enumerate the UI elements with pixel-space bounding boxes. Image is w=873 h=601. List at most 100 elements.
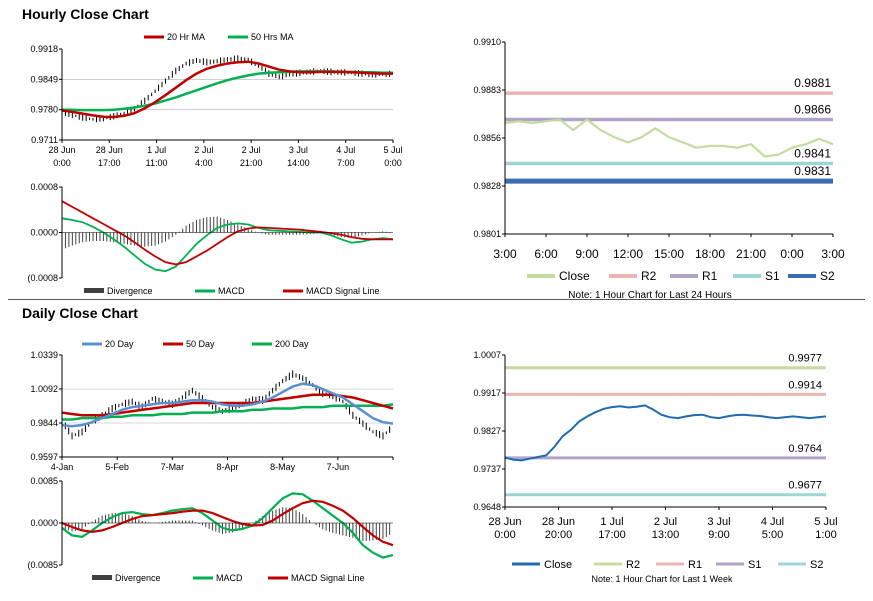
daily-levels-xtick-label: 4 Jul: [761, 516, 784, 528]
daily-level-s1-label: 0.9764: [788, 443, 822, 455]
daily-200day-line: [62, 403, 394, 421]
daily-macd-line: [61, 492, 394, 559]
daily-level-r2-label: 0.9977: [788, 353, 822, 365]
daily-price-ytick-label: 1.0092: [30, 384, 58, 394]
daily-price-ytick-label: 1.0339: [30, 350, 58, 360]
daily-macd-ytick-label: 0.0000: [30, 518, 58, 528]
hourly-level-s1-label: 0.9841: [794, 147, 831, 161]
hourly-50hr-ma-line: [62, 70, 393, 112]
hourly-levels-ytick-label: 0.9883: [473, 85, 501, 95]
hourly-levels-xtick-label: 9:00: [575, 247, 599, 261]
daily-macd-ytick-label: (0.0085: [27, 560, 58, 570]
daily-levels-xtick-label: 13:00: [652, 529, 680, 541]
daily-legend-macd-label: MACD: [216, 573, 243, 583]
hourly-levels-ytick-label: 0.9801: [473, 229, 501, 239]
hourly-levels-ytick-label: 0.9910: [473, 37, 501, 47]
hourly-levels-xtick-label: 6:00: [534, 247, 558, 261]
daily-macd-signal-line: [61, 499, 394, 547]
hourly-price-xtick-label: 11:00: [146, 158, 168, 168]
daily-legend-r1-label: R1: [688, 559, 702, 571]
hourly-macd-ytick-label: 0.0000: [30, 228, 58, 238]
daily-price-ytick-label: 0.9597: [30, 452, 58, 462]
legend-divergence-swatch: [84, 288, 104, 293]
daily-levels-xtick-label: 0:00: [494, 529, 515, 541]
daily-legend-macd-signal-label: MACD Signal Line: [291, 573, 365, 583]
daily-price-xtick-label: 8-May: [270, 462, 296, 472]
hourly-levels-xtick-label: 0:00: [780, 247, 804, 261]
hourly-levels-xtick-label: 21:00: [736, 247, 766, 261]
hourly-legend-r1-label: R1: [702, 269, 718, 283]
hourly-macd-signal-line: [61, 200, 393, 266]
daily-levels-xtick-label: 1 Jul: [600, 516, 623, 528]
legend-macd-signal-label: MACD Signal Line: [306, 286, 380, 296]
hourly-price-xtick-label: 3 Jul: [289, 145, 308, 155]
daily-level-s2-label: 0.9677: [788, 480, 822, 492]
daily-legend-divergence-label: Divergence: [115, 573, 161, 583]
hourly-legend-s1-label: S1: [765, 269, 780, 283]
hourly-price-ytick-label: 0.9849: [30, 74, 58, 84]
daily-price-xtick-label: 7-Jun: [327, 462, 350, 472]
daily-legend-r2-label: R2: [626, 559, 640, 571]
hourly-price-xtick-label: 28 Jun: [96, 145, 123, 155]
daily-levels-xtick-label: 28 Jun: [488, 516, 521, 528]
hourly-levels-xtick-label: 3:00: [493, 247, 517, 261]
daily-20day-line: [61, 382, 394, 428]
hourly-section-title: Hourly Close Chart: [22, 6, 149, 22]
daily-levels-xtick-label: 28 Jun: [542, 516, 575, 528]
daily-legend-divergence-swatch: [92, 575, 112, 580]
daily-legend-s2-label: S2: [810, 559, 823, 571]
legend-50day-label: 50 Day: [186, 339, 215, 349]
hourly-price-xtick-label: 17:00: [98, 158, 121, 168]
hourly-price-xtick-label: 14:00: [287, 158, 310, 168]
daily-macd-ytick-label: 0.0085: [30, 476, 58, 486]
daily-level-r1-label: 0.9914: [788, 379, 822, 391]
hourly-level-s2-label: 0.9831: [794, 164, 831, 178]
hourly-legend-s2-label: S2: [820, 269, 835, 283]
daily-levels-xtick-label: 1:00: [815, 529, 836, 541]
hourly-price-xtick-label: 0:00: [53, 158, 71, 168]
daily-levels-xtick-label: 20:00: [545, 529, 573, 541]
daily-levels-xtick-label: 5:00: [762, 529, 783, 541]
daily-legend-close-label: Close: [544, 559, 572, 571]
hourly-price-xtick-label: 0:00: [384, 158, 402, 168]
daily-price-ytick-label: 0.9844: [30, 418, 58, 428]
hourly-price-ytick-label: 0.9711: [31, 135, 58, 145]
hourly-macd-line: [61, 217, 394, 273]
daily-price-xtick-label: 5-Feb: [105, 462, 129, 472]
hourly-price-ytick-label: 0.9918: [30, 44, 58, 54]
hourly-divergence-histogram: [61, 216, 391, 250]
hourly-legend-close-label: Close: [559, 269, 590, 283]
daily-levels-note: Note: 1 Hour Chart for Last 1 Week: [592, 574, 733, 584]
hourly-level-r2-label: 0.9881: [794, 76, 831, 90]
hourly-price-xtick-label: 5 Jul: [383, 145, 402, 155]
daily-levels-ytick-label: 0.9648: [473, 502, 501, 512]
hourly-price-bars: [61, 55, 391, 123]
daily-levels-xtick-label: 2 Jul: [654, 516, 677, 528]
legend-macd-label: MACD: [218, 286, 245, 296]
daily-price-xtick-label: 8-Apr: [216, 462, 238, 472]
daily-levels-ytick-label: 0.9917: [473, 388, 501, 398]
hourly-levels-xtick-label: 15:00: [654, 247, 684, 261]
legend-200day-label: 200 Day: [275, 339, 309, 349]
hourly-levels-note: Note: 1 Hour Chart for Last 24 Hours: [568, 290, 731, 301]
hourly-price-xtick-label: 28 Jun: [48, 145, 75, 155]
hourly-price-xtick-label: 7:00: [337, 158, 355, 168]
hourly-price-xtick-label: 4:00: [195, 158, 213, 168]
hourly-price-ytick-label: 0.9780: [30, 105, 58, 115]
hourly-macd-ytick-label: 0.0008: [30, 182, 58, 192]
daily-levels-xtick-label: 3 Jul: [707, 516, 730, 528]
hourly-macd-ytick-label: (0.0008: [27, 273, 58, 283]
hourly-level-r1-label: 0.9866: [794, 103, 831, 117]
section-divider: [8, 299, 865, 300]
hourly-levels-ytick-label: 0.9828: [473, 181, 501, 191]
daily-levels-ytick-label: 0.9737: [473, 464, 501, 474]
daily-price-xtick-label: 7-Mar: [161, 462, 185, 472]
daily-levels-ytick-label: 0.9827: [473, 426, 501, 436]
daily-price-xtick-label: 4-Jan: [51, 462, 74, 472]
hourly-price-xtick-label: 2 Jul: [194, 145, 213, 155]
hourly-price-xtick-label: 1 Jul: [147, 145, 166, 155]
daily-levels-ytick-label: 1.0007: [473, 350, 501, 360]
hourly-levels-xtick-label: 3:00: [821, 247, 845, 261]
daily-divergence-histogram: [61, 507, 391, 542]
daily-close-line: [504, 404, 827, 462]
